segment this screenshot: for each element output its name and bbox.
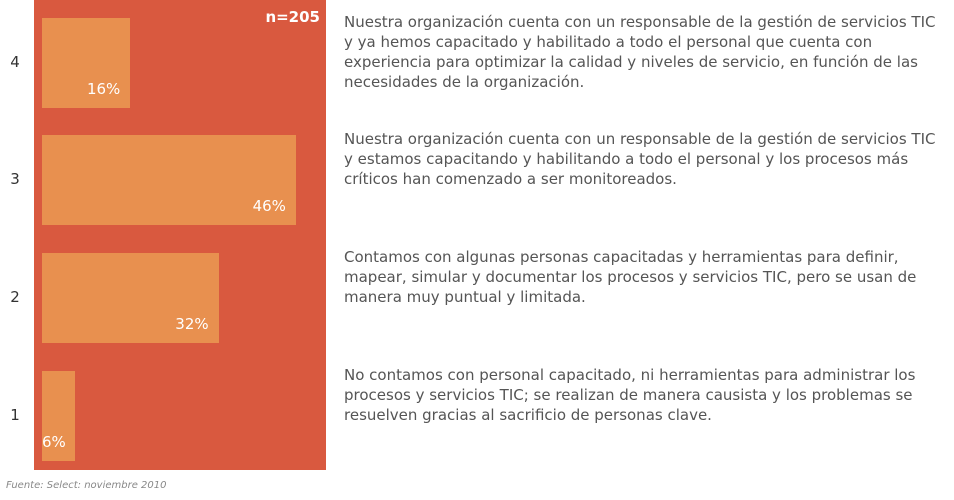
bar (42, 253, 219, 343)
annotation: n=205 (265, 8, 320, 26)
bar (42, 18, 131, 108)
value-label: 32% (175, 315, 209, 333)
plot-panel: n=205 16% 46% 32% 6% (34, 0, 326, 470)
bar (42, 371, 76, 461)
value-label: 16% (86, 80, 121, 98)
category-label: 4 (10, 53, 20, 71)
source: Fuente: Select: noviembre 2010 (6, 480, 167, 491)
description: Contamos con algunas personas capacitada… (344, 248, 917, 306)
description: Nuestra organización cuenta con un respo… (344, 13, 936, 91)
category-label: 2 (10, 288, 20, 306)
bar (42, 135, 296, 225)
description: No contamos con personal capacitado, ni … (344, 366, 916, 424)
value-label: 46% (252, 197, 286, 215)
category-label: 3 (10, 170, 20, 188)
category-label: 1 (10, 406, 20, 424)
description: Nuestra organización cuenta con un respo… (344, 130, 936, 188)
value-label: 6% (42, 433, 66, 451)
